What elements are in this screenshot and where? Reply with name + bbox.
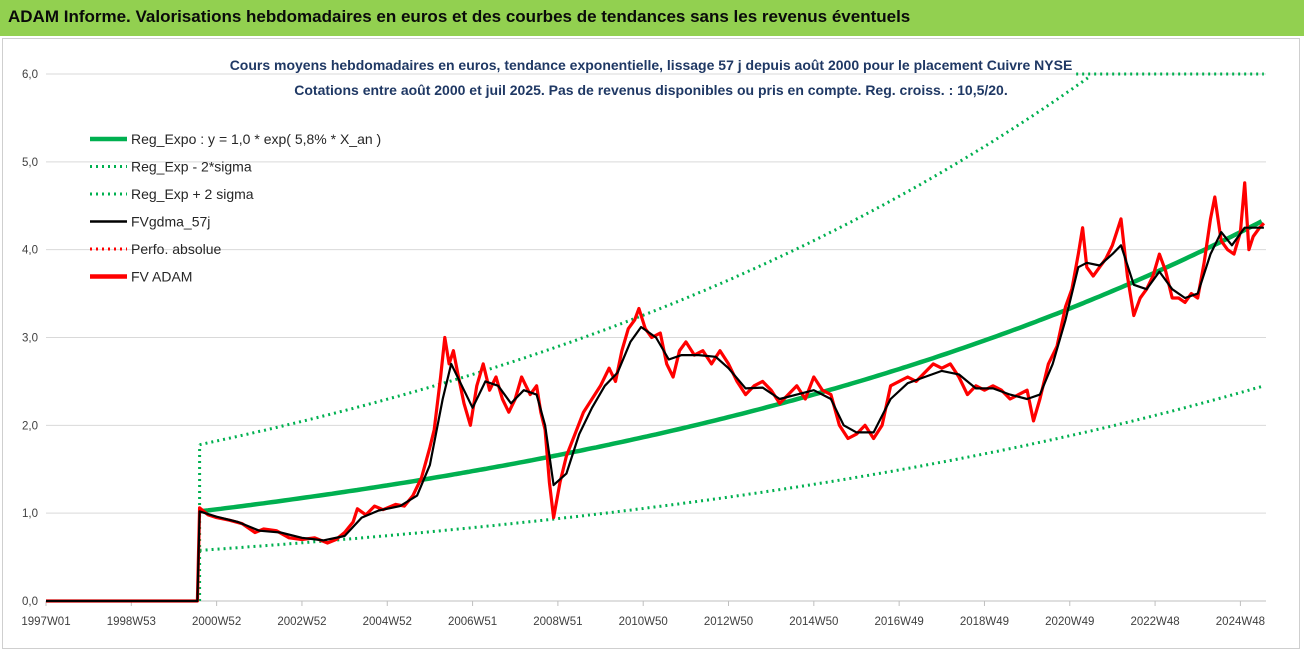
x-tick-label: 2018W49 <box>960 616 1009 628</box>
chart-subtitle-line1: Cours moyens hebdomadaires en euros, ten… <box>230 57 1073 73</box>
x-tick-label: 2020W49 <box>1045 616 1094 628</box>
x-tick-label: 2024W48 <box>1216 616 1265 628</box>
x-tick-label: 2012W50 <box>704 616 753 628</box>
y-tick-label: 4,0 <box>22 245 38 257</box>
legend-label-fvadam: FV ADAM <box>131 269 192 285</box>
series-reg-exp-minus-2sigma <box>199 385 1263 552</box>
legend-label-fvgdma: FVgdma_57j <box>131 214 210 230</box>
x-tick-label: 1997W01 <box>21 616 70 628</box>
x-tick-label: 2008W51 <box>533 616 582 628</box>
y-tick-label: 2,0 <box>22 420 38 432</box>
x-tick-label: 2014W50 <box>789 616 838 628</box>
x-tick-label: 1998W53 <box>107 616 156 628</box>
y-axis: 0,0 1,0 2,0 3,0 4,0 5,0 6,0 <box>22 69 38 608</box>
x-axis: 1997W01 1998W53 2000W52 2002W52 2004W52 2006W… <box>21 600 1266 628</box>
chart-subtitle-line2: Cotations entre août 2000 et juil 2025. … <box>294 82 1007 98</box>
x-tick-label: 2002W52 <box>277 616 326 628</box>
x-tick-label: 2004W52 <box>363 616 412 628</box>
y-tick-label: 3,0 <box>22 333 38 345</box>
chart-frame <box>2 38 1300 649</box>
x-tick-label: 2000W52 <box>192 616 241 628</box>
title-bar: ADAM Informe. Valorisations hebdomadaire… <box>0 0 1304 36</box>
x-tick-label: 2006W51 <box>448 616 497 628</box>
series-fvgdma-57j <box>46 226 1264 603</box>
x-tick-label: 2022W48 <box>1130 616 1179 628</box>
legend-label-perfo: Perfo. absolue <box>131 241 221 257</box>
y-tick-label: 0,0 <box>22 596 38 608</box>
series-fv-adam <box>46 181 1266 603</box>
y-tick-label: 5,0 <box>22 157 38 169</box>
y-tick-label: 1,0 <box>22 508 38 520</box>
x-tick-label: 2010W50 <box>619 616 668 628</box>
legend-label-reg_minus: Reg_Exp - 2*sigma <box>131 159 252 175</box>
x-tick-label: 2016W49 <box>875 616 924 628</box>
page-title: ADAM Informe. Valorisations hebdomadaire… <box>8 7 911 26</box>
series-reg-expo <box>199 219 1263 514</box>
legend-label-reg_expo: Reg_Expo : y = 1,0 * exp( 5,8% * X_an ) <box>131 131 381 147</box>
plot-area <box>46 72 1266 603</box>
legend: Reg_Expo : y = 1,0 * exp( 5,8% * X_an ) R… <box>90 131 381 285</box>
y-tick-label: 6,0 <box>22 69 38 81</box>
legend-label-reg_plus: Reg_Exp + 2 sigma <box>131 186 254 202</box>
